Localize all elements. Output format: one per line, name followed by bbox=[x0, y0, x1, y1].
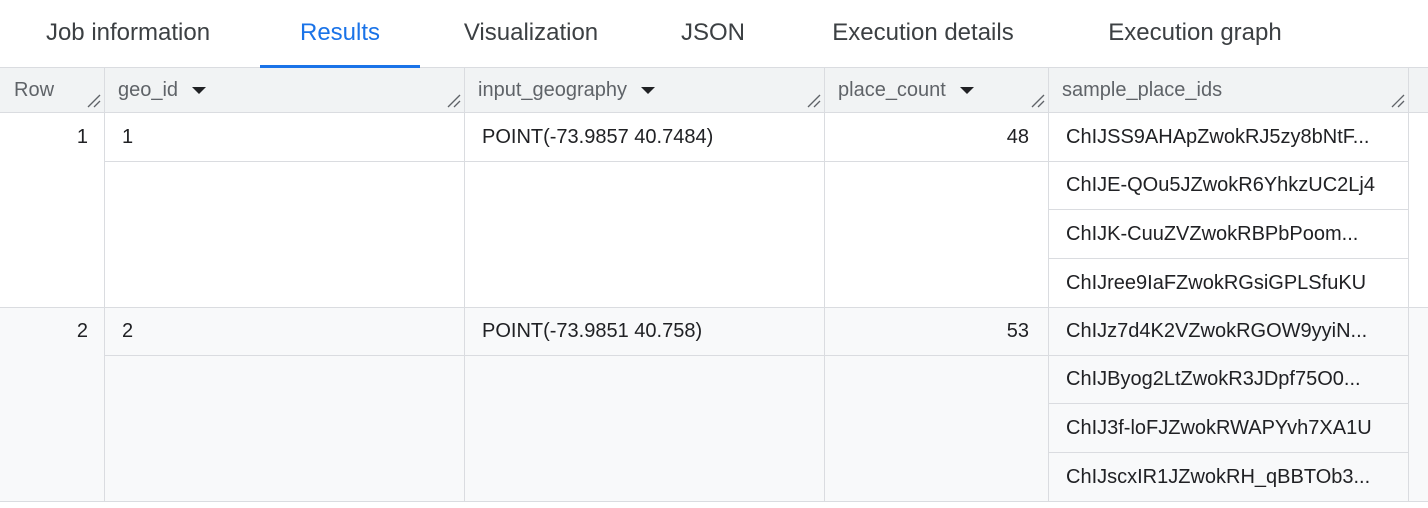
divider bbox=[104, 68, 105, 501]
divider bbox=[1408, 68, 1409, 501]
column-label: input_geography bbox=[478, 79, 628, 101]
column-header-row: Row bbox=[0, 68, 104, 113]
sample-place-id-cell[interactable]: ChIJByog2LtZwokR3JDpf75O0... bbox=[1066, 368, 1361, 390]
tab-job-information[interactable]: Job information bbox=[45, 19, 211, 46]
row-2-background bbox=[0, 307, 1428, 501]
table-header: Row geo_id input_geography place_count s… bbox=[0, 68, 1428, 113]
divider bbox=[1048, 452, 1408, 453]
place-count-cell[interactable]: 53 bbox=[1006, 320, 1029, 342]
sample-place-id-cell[interactable]: ChIJSS9AHApZwokRJ5zy8bNtF... bbox=[1066, 126, 1370, 148]
divider bbox=[1048, 258, 1408, 259]
tab-execution-details[interactable]: Execution details bbox=[832, 19, 1014, 46]
sample-place-id-cell[interactable]: ChIJK-CuuZVZwokRBPbPoom... bbox=[1066, 223, 1359, 245]
row-number: 1 bbox=[76, 126, 88, 148]
sample-place-id-cell[interactable]: ChIJree9IaFZwokRGsiGPLSfuKU bbox=[1066, 272, 1367, 294]
sort-dropdown-icon[interactable] bbox=[192, 87, 207, 95]
input-geography-cell[interactable]: POINT(-73.9857 40.7484) bbox=[482, 126, 714, 148]
divider bbox=[1048, 403, 1408, 404]
geo-id-cell[interactable]: 2 bbox=[122, 320, 134, 342]
divider bbox=[104, 161, 1408, 162]
column-label: geo_id bbox=[118, 79, 179, 101]
sample-place-id-cell[interactable]: ChIJE-QOu5JZwokR6YhkzUC2Lj4 bbox=[1066, 174, 1375, 196]
divider bbox=[1048, 68, 1049, 501]
divider bbox=[464, 68, 465, 501]
column-header-geo-id[interactable]: geo_id bbox=[104, 68, 464, 113]
column-label: sample_place_ids bbox=[1062, 79, 1223, 101]
sample-place-id-cell[interactable]: ChIJz7d4K2VZwokRGOW9yyiN... bbox=[1066, 320, 1368, 342]
divider bbox=[104, 355, 1408, 356]
place-count-cell[interactable]: 48 bbox=[1006, 126, 1029, 148]
tab-bar: Job information Results Visualization JS… bbox=[0, 0, 1428, 68]
divider bbox=[1048, 209, 1408, 210]
column-header-input-geography[interactable]: input_geography bbox=[464, 68, 824, 113]
divider bbox=[824, 68, 825, 501]
input-geography-cell[interactable]: POINT(-73.9851 40.758) bbox=[482, 320, 703, 342]
column-label: Row bbox=[14, 79, 55, 101]
row-number: 2 bbox=[76, 320, 88, 342]
sort-dropdown-icon[interactable] bbox=[959, 87, 974, 95]
column-header-sample-place-ids[interactable]: sample_place_ids bbox=[1048, 68, 1408, 113]
tab-visualization[interactable]: Visualization bbox=[463, 19, 599, 46]
sort-dropdown-icon[interactable] bbox=[641, 87, 656, 95]
sample-place-id-cell[interactable]: ChIJscxIR1JZwokRH_qBBTOb3... bbox=[1066, 466, 1371, 488]
column-label: place_count bbox=[838, 79, 946, 101]
tab-execution-graph[interactable]: Execution graph bbox=[1108, 19, 1282, 46]
tab-json[interactable]: JSON bbox=[680, 19, 745, 46]
sample-place-id-cell[interactable]: ChIJ3f-loFJZwokRWAPYvh7XA1U bbox=[1066, 417, 1372, 439]
column-header-place-count[interactable]: place_count bbox=[824, 68, 1048, 113]
tab-results[interactable]: Results bbox=[260, 0, 420, 68]
divider bbox=[0, 501, 1428, 502]
geo-id-cell[interactable]: 1 bbox=[122, 126, 134, 148]
divider bbox=[0, 307, 1428, 308]
